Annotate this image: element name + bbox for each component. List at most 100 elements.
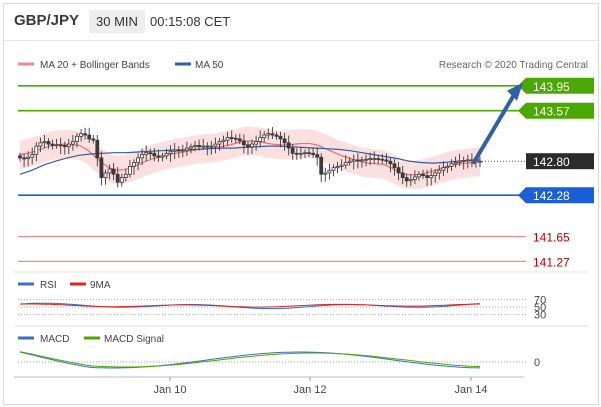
- candle-body: [290, 147, 295, 154]
- candle: [217, 138, 222, 151]
- candle: [237, 133, 242, 145]
- candle-body: [38, 142, 43, 147]
- candle-body: [339, 164, 344, 167]
- candle-body: [294, 152, 299, 155]
- timestamp: 00:15:08 CET: [150, 14, 231, 29]
- timeframe-badge[interactable]: 30 MIN: [89, 10, 145, 33]
- candle: [136, 153, 141, 171]
- candle-body: [156, 155, 161, 158]
- candle: [258, 130, 263, 148]
- candle-body: [34, 145, 39, 156]
- candle: [144, 145, 149, 162]
- candle-body: [217, 141, 222, 145]
- level-tag-142.28: [518, 187, 594, 204]
- candle-body: [425, 175, 430, 179]
- candle-body: [66, 143, 71, 148]
- candle: [416, 171, 421, 181]
- candle: [58, 137, 63, 154]
- candle: [62, 141, 67, 155]
- candle: [38, 137, 43, 152]
- candle-body: [327, 169, 332, 174]
- level-label-141.27: 141.27: [533, 255, 570, 269]
- candle: [75, 133, 79, 148]
- candle: [449, 159, 454, 171]
- level-tag-143.95: [518, 77, 594, 94]
- candle-body: [315, 154, 320, 158]
- candle: [111, 163, 116, 181]
- candle: [103, 169, 108, 185]
- candle: [331, 164, 336, 177]
- candle-body: [278, 135, 283, 140]
- candle: [290, 144, 295, 160]
- price-panel: 142.80: [18, 126, 594, 190]
- candle: [254, 135, 259, 151]
- candle-body: [237, 138, 242, 142]
- candle-body: [176, 149, 181, 152]
- candle-body: [323, 172, 328, 175]
- candle-body: [79, 133, 83, 137]
- candle: [233, 134, 238, 143]
- candle: [46, 138, 51, 149]
- current-price-tag: [526, 153, 594, 170]
- candle-body: [103, 172, 108, 178]
- candle-body: [359, 159, 364, 162]
- candle-body: [364, 158, 368, 161]
- candle-body: [233, 137, 238, 140]
- macd-signal-legend-label: MACD Signal: [104, 334, 164, 345]
- candle-body: [453, 162, 458, 165]
- rsi-ma-line: [19, 303, 481, 308]
- candle-body: [368, 158, 373, 161]
- candle: [184, 141, 189, 156]
- candle: [323, 167, 328, 182]
- levels-layer: 143.95 143.57 142.28 141.65 141.27: [18, 77, 594, 269]
- ma20-legend-label: MA 20 + Bollinger Bands: [40, 60, 150, 71]
- candle-body: [144, 152, 149, 156]
- rsi-tick-70: 70: [534, 295, 546, 307]
- chart-canvas: MA 20 + Bollinger Bands MA 50 Research ©…: [14, 60, 594, 396]
- candle-body: [148, 152, 153, 155]
- forecast-arrow-head: [507, 82, 523, 101]
- candle-body: [241, 140, 246, 146]
- candle-body: [343, 162, 348, 166]
- candle: [278, 131, 283, 148]
- candle-body: [307, 152, 311, 155]
- header-divider: [4, 40, 598, 41]
- candle-body: [205, 145, 210, 148]
- x-tick-label: Jan 14: [454, 384, 487, 396]
- candle-body: [416, 173, 421, 178]
- candle: [246, 141, 250, 155]
- candle-body: [30, 154, 35, 158]
- candle-body: [335, 165, 340, 169]
- candle-body: [54, 144, 59, 147]
- bollinger-band: [20, 126, 480, 190]
- level-label-143.57: 143.57: [533, 105, 570, 119]
- candle: [152, 148, 157, 162]
- candle-body: [298, 152, 303, 155]
- candle-body: [221, 139, 226, 142]
- candle: [71, 135, 75, 151]
- candle: [347, 157, 352, 166]
- candle: [180, 144, 185, 158]
- candle: [359, 156, 364, 168]
- candle-body: [26, 156, 31, 159]
- candle-body: [128, 165, 132, 175]
- candle-body: [50, 143, 55, 146]
- candle: [176, 146, 181, 158]
- candle-body: [465, 159, 470, 162]
- candle-body: [303, 152, 307, 155]
- candle: [193, 140, 197, 152]
- candle: [18, 152, 22, 162]
- candle: [107, 164, 112, 180]
- candle: [372, 151, 377, 164]
- candle: [421, 169, 425, 179]
- candle: [282, 133, 287, 151]
- candle-body: [42, 141, 47, 144]
- candle-body: [189, 146, 193, 149]
- candle-body: [445, 165, 450, 169]
- candle: [425, 169, 430, 187]
- candle-body: [392, 163, 397, 169]
- candle: [478, 156, 482, 168]
- candle-body: [319, 156, 324, 175]
- candle-body: [160, 155, 165, 158]
